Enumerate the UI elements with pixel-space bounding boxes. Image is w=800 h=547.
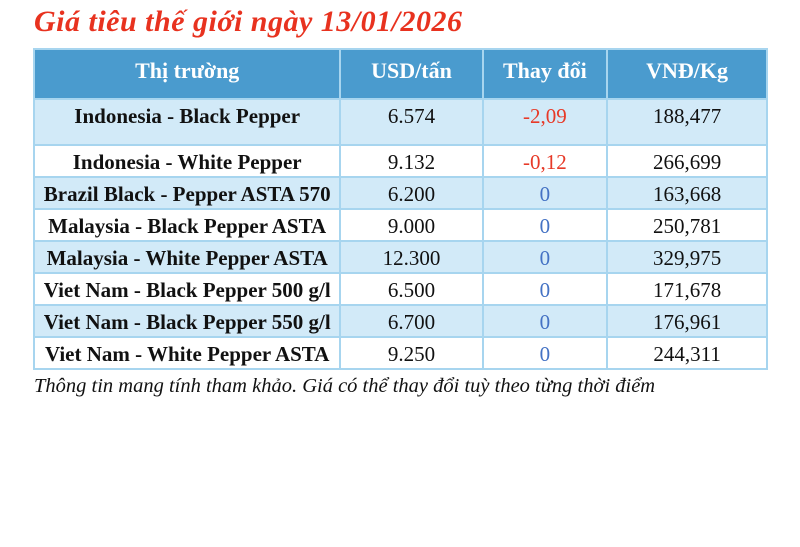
table-row: Brazil Black - Pepper ASTA 570 6.200 0 163,… xyxy=(32,176,768,210)
market-cell: Viet Nam - Black Pepper 550 g/l xyxy=(32,304,342,338)
table-row: Indonesia - Black Pepper 6.574 -2,09 188,47… xyxy=(32,98,768,146)
vnd-per-kg-cell: 163,668 xyxy=(606,176,768,210)
column-header-vnd-per-kg: VNĐ/Kg xyxy=(606,48,768,100)
vnd-per-kg-cell: 250,781 xyxy=(606,208,768,242)
usd-per-ton-cell: 6.200 xyxy=(339,176,484,210)
change-cell: 0 xyxy=(481,304,609,338)
vnd-per-kg-cell: 329,975 xyxy=(606,240,768,274)
usd-per-ton-cell: 9.132 xyxy=(339,144,484,178)
usd-per-ton-cell: 6.500 xyxy=(339,272,484,306)
market-cell: Malaysia - White Pepper ASTA xyxy=(32,240,342,274)
table-row: Indonesia - White Pepper 9.132 -0,12 266,69… xyxy=(32,144,768,178)
column-header-market: Thị trường xyxy=(32,48,342,100)
usd-per-ton-cell: 9.250 xyxy=(339,336,484,370)
market-cell: Viet Nam - White Pepper ASTA xyxy=(32,336,342,370)
vnd-per-kg-cell: 266,699 xyxy=(606,144,768,178)
disclaimer-text: Thông tin mang tính tham khảo. Giá có th… xyxy=(34,375,656,397)
vnd-per-kg-cell: 188,477 xyxy=(606,98,768,146)
market-cell: Viet Nam - Black Pepper 500 g/l xyxy=(32,272,342,306)
usd-per-ton-cell: 9.000 xyxy=(339,208,484,242)
table-header-row: Thị trường USD/tấn Thay đổi VNĐ/Kg xyxy=(32,48,768,100)
change-cell: -2,09 xyxy=(481,98,609,146)
change-cell: 0 xyxy=(481,176,609,210)
page: Giá tiêu thế giới ngày 13/01/2026 Thị tr… xyxy=(0,5,800,398)
table-row: Malaysia - White Pepper ASTA 12.300 0 329,9… xyxy=(32,240,768,274)
usd-per-ton-cell: 6.574 xyxy=(339,98,484,146)
market-cell: Malaysia - Black Pepper ASTA xyxy=(32,208,342,242)
change-cell: 0 xyxy=(481,272,609,306)
table-row: Viet Nam - Black Pepper 500 g/l 6.500 0 171… xyxy=(32,272,768,306)
column-header-change: Thay đổi xyxy=(481,48,609,100)
table-row: Viet Nam - Black Pepper 550 g/l 6.700 0 176… xyxy=(32,304,768,338)
page-title: Giá tiêu thế giới ngày 13/01/2026 xyxy=(34,5,463,38)
market-cell: Brazil Black - Pepper ASTA 570 xyxy=(32,176,342,210)
column-header-usd-per-ton: USD/tấn xyxy=(339,48,484,100)
vnd-per-kg-cell: 171,678 xyxy=(606,272,768,306)
market-cell: Indonesia - White Pepper xyxy=(32,144,342,178)
change-cell: 0 xyxy=(481,208,609,242)
usd-per-ton-cell: 12.300 xyxy=(339,240,484,274)
vnd-per-kg-cell: 244,311 xyxy=(606,336,768,370)
usd-per-ton-cell: 6.700 xyxy=(339,304,484,338)
market-cell: Indonesia - Black Pepper xyxy=(32,98,342,146)
vnd-per-kg-cell: 176,961 xyxy=(606,304,768,338)
change-cell: 0 xyxy=(481,240,609,274)
table-row: Malaysia - Black Pepper ASTA 9.000 0 250,78… xyxy=(32,208,768,242)
pepper-price-table: Thị trường USD/tấn Thay đổi VNĐ/Kg Indon… xyxy=(32,48,768,370)
change-cell: -0,12 xyxy=(481,144,609,178)
table-row: Viet Nam - White Pepper ASTA 9.250 0 244,31… xyxy=(32,336,768,370)
change-cell: 0 xyxy=(481,336,609,370)
